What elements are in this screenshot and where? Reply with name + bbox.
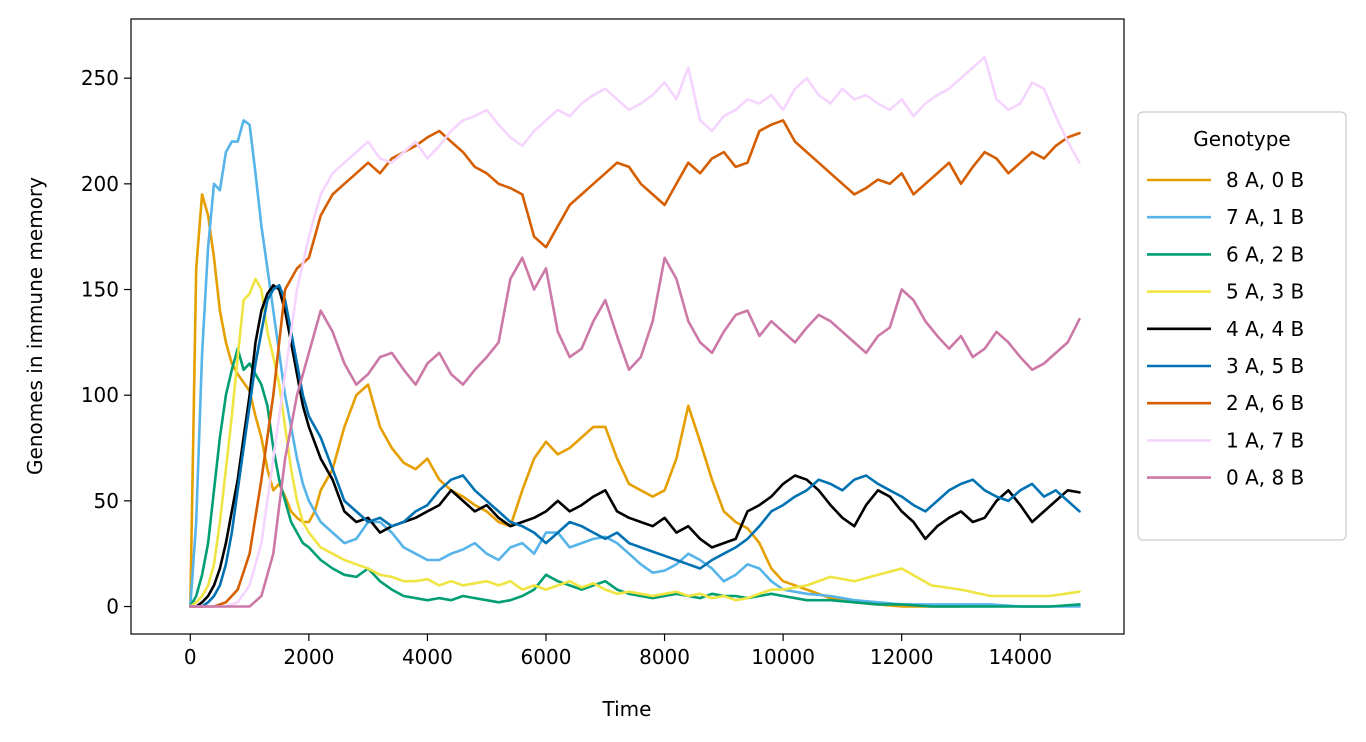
x-axis-label: Time — [602, 697, 652, 721]
legend-label-7-a-1-b: 7 A, 1 B — [1226, 205, 1304, 229]
legend-label-2-a-6-b: 2 A, 6 B — [1226, 391, 1304, 415]
x-tick-label: 4000 — [402, 645, 453, 669]
series-line-0-a-8-b — [189, 256, 1081, 608]
y-tick-label: 100 — [81, 383, 119, 407]
series-line-7-a-1-b — [189, 119, 1081, 608]
y-tick-label: 50 — [94, 489, 119, 513]
y-axis-label: Genomes in immune memory — [23, 177, 47, 475]
legend-label-5-a-3-b: 5 A, 3 B — [1226, 280, 1304, 304]
x-tick-label: 8000 — [639, 645, 690, 669]
x-tick-label: 10000 — [751, 645, 815, 669]
y-tick-label: 150 — [81, 278, 119, 302]
legend-title: Genotype — [1193, 127, 1290, 151]
legend-label-4-a-4-b: 4 A, 4 B — [1226, 317, 1304, 341]
series-line-6-a-2-b — [189, 347, 1081, 608]
series-line-1-a-7-b — [189, 55, 1081, 608]
y-tick-label: 200 — [81, 172, 119, 196]
x-tick-label: 12000 — [870, 645, 934, 669]
x-tick-label: 6000 — [521, 645, 572, 669]
series-line-5-a-3-b — [189, 277, 1081, 608]
x-tick-label: 0 — [184, 645, 197, 669]
y-axis: 0 50 100 150 200 250 — [81, 66, 131, 619]
y-tick-label: 250 — [81, 66, 119, 90]
x-tick-label: 14000 — [988, 645, 1052, 669]
legend-label-1-a-7-b: 1 A, 7 B — [1226, 428, 1304, 452]
plot-frame — [130, 18, 1125, 635]
series-line-4-a-4-b — [189, 284, 1081, 608]
legend-frame — [1137, 111, 1347, 541]
x-axis: 0 2000 4000 6000 8000 10000 12000 14000 — [184, 634, 1052, 669]
x-tick-label: 2000 — [283, 645, 334, 669]
legend: Genotype 8 A, 0 B 7 A, 1 B 6 A, 2 B 5 A, 3 … — [1137, 111, 1347, 541]
series-line-8-a-0-b — [189, 193, 963, 608]
y-tick-label: 0 — [106, 595, 119, 619]
legend-items: 8 A, 0 B 7 A, 1 B 6 A, 2 B 5 A, 3 B 4 A, 4 B… — [1147, 168, 1304, 490]
legend-label-6-a-2-b: 6 A, 2 B — [1226, 242, 1304, 266]
series-layer — [189, 55, 1081, 608]
series-line-3-a-5-b — [189, 284, 1081, 608]
series-line-2-a-6-b — [189, 119, 1081, 608]
legend-label-8-a-0-b: 8 A, 0 B — [1226, 168, 1304, 192]
legend-label-0-a-8-b: 0 A, 8 B — [1226, 466, 1304, 490]
legend-label-3-a-5-b: 3 A, 5 B — [1226, 354, 1304, 378]
